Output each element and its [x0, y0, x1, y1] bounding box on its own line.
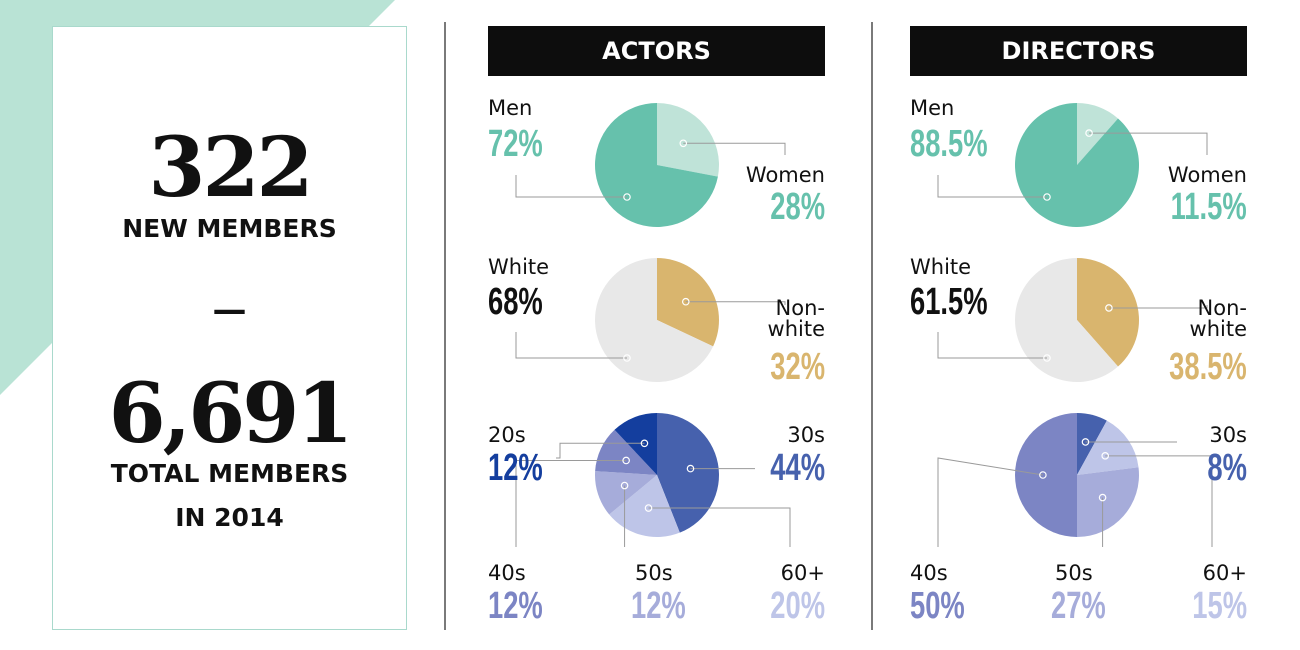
directors-age-50s-label: 50s: [1055, 561, 1093, 585]
actors-nonwhite-value: 32%: [770, 346, 825, 388]
directors-age-40s-label: 40s: [910, 561, 948, 585]
actors-white-label: White: [488, 255, 550, 279]
directors-age-40s-value: 50%: [910, 585, 965, 627]
summary-card: 322 NEW MEMBERS — 6,691 TOTAL MEMBERS IN…: [52, 26, 407, 630]
directors-women-leader-line: [1089, 132, 1208, 155]
actors-white-value: 68%: [488, 281, 543, 323]
actors-age-20s-slice: [614, 413, 657, 475]
total-members-count: 6,691: [108, 366, 354, 462]
actors-women-label: Women: [745, 163, 825, 187]
directors-age-60plus-leader-line: [1105, 455, 1213, 547]
actors-age-50s-value: 12%: [631, 585, 686, 627]
actors-white-slice: [595, 258, 714, 382]
directors-age-30s-value: 8%: [1207, 447, 1247, 489]
actors-age-20s-value: 12%: [488, 447, 543, 489]
directors-nonwhite-leader-dot: [1105, 304, 1113, 312]
actors-age-60plus-slice: [609, 475, 680, 538]
new-members-count: 322: [148, 120, 313, 216]
directors-white-slice: [1015, 258, 1118, 382]
directors-men-leader-line: [937, 175, 1047, 198]
directors-men-label: Men: [910, 96, 955, 120]
actors-age-40s-label: 40s: [488, 561, 526, 585]
directors-age-60plus-slice: [1077, 420, 1139, 475]
new-members-label: NEW MEMBERS: [122, 214, 337, 243]
directors-women-value: 11.5%: [1170, 186, 1247, 228]
actors-nonwhite-leader-line: [685, 301, 786, 305]
actors-age-50s-label: 50s: [635, 561, 673, 585]
directors-men-slice: [1015, 103, 1140, 227]
actors-age-30s-label: 30s: [787, 423, 825, 447]
actors-age-40s-value: 12%: [488, 585, 543, 627]
actors-nonwhite-label: Non-white: [767, 296, 825, 341]
directors-age-60plus-value: 15%: [1192, 585, 1247, 627]
actors-women-value: 28%: [770, 186, 825, 228]
total-members-label-line2: IN 2014: [175, 503, 284, 532]
separator-right: [871, 22, 873, 630]
actors-age-50s-slice: [594, 471, 657, 515]
actors-age-40s-slice: [595, 429, 657, 475]
directors-header: DIRECTORS: [910, 26, 1247, 76]
directors-age-30s-slice: [1077, 413, 1107, 475]
actors-women-leader-dot: [679, 139, 688, 148]
actors-nonwhite-leader-dot: [681, 297, 690, 306]
directors-white-value: 61.5%: [910, 281, 988, 323]
directors-men-value: 88.5%: [910, 123, 988, 165]
directors-men-leader-dot: [1043, 193, 1051, 201]
actors-age-60plus-leader-line: [648, 507, 791, 547]
actors-age-60plus-value: 20%: [770, 585, 825, 627]
directors-white-leader-dot: [1043, 354, 1051, 362]
actors-women-slice: [657, 103, 719, 177]
directors-women-label: Women: [1167, 163, 1247, 187]
directors-white-label: White: [910, 255, 972, 279]
summary-dash: —: [212, 290, 247, 330]
directors-age-30s-leader-dot: [1081, 438, 1090, 446]
directors-age-50s-slice: [1077, 467, 1139, 537]
directors-age-50s-leader-dot: [1098, 493, 1107, 502]
actors-age-30s-value: 44%: [770, 447, 825, 489]
total-members-label-line1: TOTAL MEMBERS: [110, 459, 349, 488]
actors-men-label: Men: [488, 96, 533, 120]
actors-age-20s-leader-dot: [640, 439, 649, 448]
actors-age-20s-label: 20s: [488, 423, 526, 447]
directors-age-40s-leader-line: [937, 457, 1043, 547]
directors-age-60plus-label: 60+: [1202, 561, 1247, 585]
separator-left: [444, 22, 446, 630]
directors-age-40s-leader-dot: [1039, 471, 1047, 479]
directors-nonwhite-slice: [1077, 258, 1140, 367]
directors-women-leader-dot: [1085, 129, 1093, 137]
actors-age-60plus-label: 60+: [780, 561, 825, 585]
actors-white-leader-dot: [623, 354, 631, 362]
actors-header: ACTORS: [488, 26, 825, 76]
directors-age-30s-label: 30s: [1209, 423, 1247, 447]
actors-women-leader-line: [683, 142, 786, 155]
directors-nonwhite-leader-line: [1108, 305, 1208, 309]
actors-age-30s-leader-dot: [686, 464, 695, 473]
actors-age-60plus-leader-dot: [644, 504, 653, 512]
actors-men-leader-line: [515, 175, 627, 198]
directors-white-leader-line: [937, 332, 1047, 359]
directors-women-slice: [1077, 103, 1118, 165]
directors-age-60plus-leader-dot: [1101, 452, 1110, 460]
actors-men-leader-dot: [623, 193, 631, 201]
actors-age-50s-leader-dot: [620, 481, 629, 490]
actors-men-value: 72%: [488, 123, 543, 165]
directors-nonwhite-value: 38.5%: [1169, 346, 1247, 388]
actors-age-40s-leader-line: [515, 459, 627, 547]
directors-nonwhite-label: Non-white: [1189, 296, 1247, 341]
actors-age-30s-slice: [657, 413, 720, 533]
actors-men-slice: [594, 103, 718, 227]
actors-white-leader-line: [515, 332, 627, 359]
directors-age-50s-value: 27%: [1051, 585, 1106, 627]
actors-age-20s-leader-line: [556, 442, 645, 459]
actors-age-40s-leader-dot: [622, 456, 630, 465]
